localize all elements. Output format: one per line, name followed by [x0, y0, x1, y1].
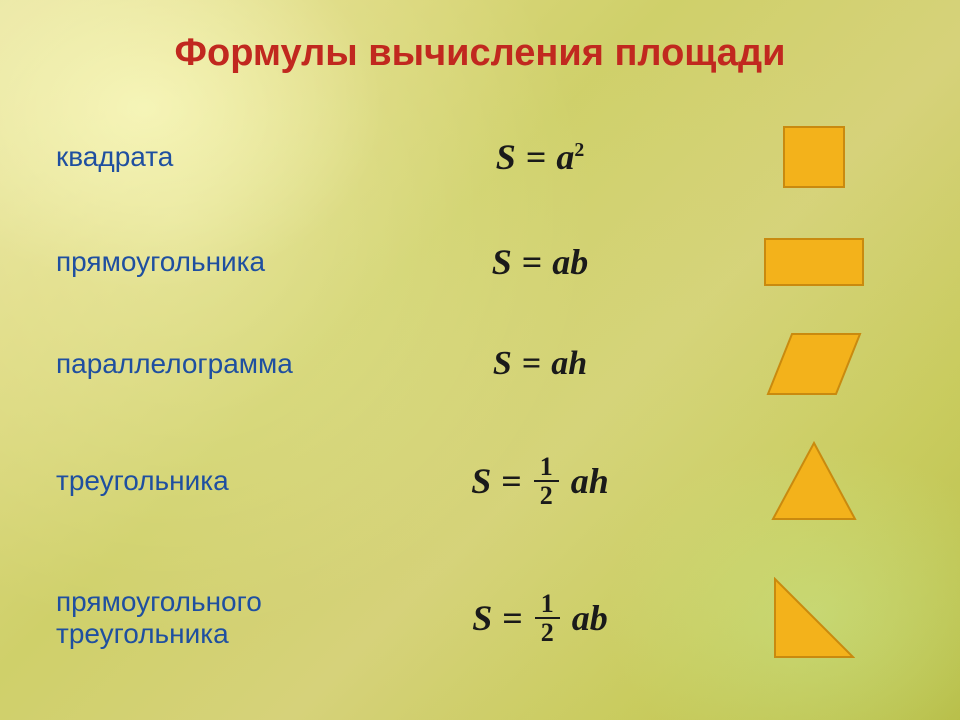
sym-eq: = — [522, 345, 541, 383]
row-right-triangle: прямоугольного треугольника S = 1 2 ab — [56, 553, 904, 683]
sym-S: S — [471, 460, 491, 502]
label-square: квадрата — [56, 141, 356, 173]
shape-col-right-triangle — [724, 577, 904, 659]
frac-num: 1 — [534, 453, 559, 480]
label-right-triangle-l1: прямоугольного — [56, 586, 262, 617]
label-right-triangle: прямоугольного треугольника — [56, 586, 356, 650]
label-rectangle: прямоугольника — [56, 246, 356, 278]
sym-S: S — [496, 136, 516, 178]
sym-S: S — [472, 597, 492, 639]
shape-col-rectangle — [724, 238, 904, 286]
shape-col-triangle — [724, 441, 904, 521]
row-triangle: треугольника S = 1 2 ah — [56, 421, 904, 541]
formula-rectangle: S = ab — [492, 241, 589, 283]
formula-rectangle-rhs: ab — [552, 241, 588, 283]
page-title: Формулы вычисления площади — [56, 32, 904, 75]
slide: Формулы вычисления площади квадрата S = … — [0, 0, 960, 720]
formula-triangle: S = 1 2 ah — [471, 453, 609, 510]
formula-parallelogram: S = ah — [493, 345, 587, 383]
sym-eq: = — [522, 241, 543, 283]
frac-den: 2 — [535, 617, 560, 646]
formula-col-parallelogram: S = ah — [356, 345, 724, 383]
label-parallelogram: параллелограмма — [56, 348, 356, 380]
frac-num: 1 — [535, 590, 560, 617]
sym-S: S — [493, 345, 512, 383]
parallelogram-icon — [766, 332, 862, 396]
sym-eq: = — [501, 460, 522, 502]
triangle-icon — [771, 441, 857, 521]
label-triangle: треугольника — [56, 465, 356, 497]
frac-half: 1 2 — [534, 453, 559, 510]
formula-right-triangle: S = 1 2 ab — [472, 590, 608, 647]
square-icon — [783, 126, 845, 188]
sym-a: a — [556, 137, 574, 177]
formula-square-rhs: a2 — [556, 136, 584, 178]
row-parallelogram: параллелограмма S = ah — [56, 319, 904, 409]
frac-half: 1 2 — [535, 590, 560, 647]
formula-triangle-rhs: ah — [571, 460, 609, 502]
sym-S: S — [492, 241, 512, 283]
sym-eq: = — [502, 597, 523, 639]
formula-square: S = a2 — [496, 136, 584, 178]
frac-den: 2 — [534, 480, 559, 509]
row-rectangle: прямоугольника S = ab — [56, 217, 904, 307]
sym-exp: 2 — [574, 139, 584, 161]
right-triangle-icon — [773, 577, 855, 659]
formula-parallelogram-rhs: ah — [551, 345, 587, 383]
label-right-triangle-l2: треугольника — [56, 618, 229, 649]
formula-col-rectangle: S = ab — [356, 241, 724, 283]
shape-col-square — [724, 126, 904, 188]
sym-eq: = — [526, 136, 547, 178]
shape-col-parallelogram — [724, 332, 904, 396]
formula-right-triangle-rhs: ab — [572, 597, 608, 639]
row-square: квадрата S = a2 — [56, 109, 904, 205]
formula-col-right-triangle: S = 1 2 ab — [356, 590, 724, 647]
rectangle-icon — [764, 238, 864, 286]
formula-col-triangle: S = 1 2 ah — [356, 453, 724, 510]
formula-col-square: S = a2 — [356, 136, 724, 178]
